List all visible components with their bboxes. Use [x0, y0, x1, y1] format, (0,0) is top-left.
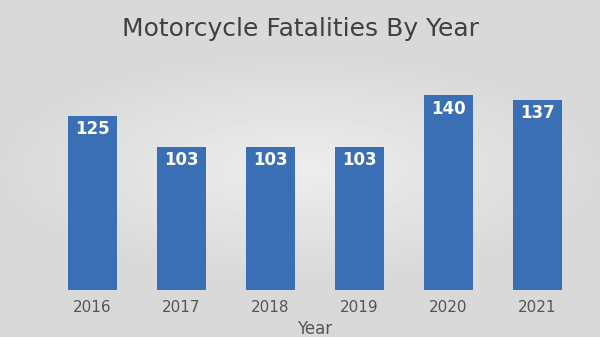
Text: 103: 103 [253, 151, 288, 169]
Bar [335, 147, 384, 290]
Text: 140: 140 [431, 99, 466, 118]
Text: 103: 103 [342, 151, 377, 169]
Text: 103: 103 [164, 151, 199, 169]
Text: 137: 137 [520, 104, 555, 122]
Text: Motorcycle Fatalities By Year: Motorcycle Fatalities By Year [121, 17, 479, 41]
Bar [68, 116, 117, 290]
Text: 125: 125 [75, 120, 110, 139]
X-axis label: Year: Year [298, 320, 332, 337]
Bar [424, 95, 473, 290]
Bar [157, 147, 206, 290]
Bar [246, 147, 295, 290]
Bar [513, 99, 562, 290]
